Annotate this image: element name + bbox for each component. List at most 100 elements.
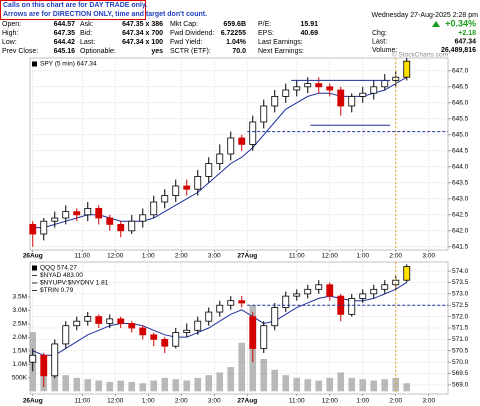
candle-body <box>260 105 268 123</box>
candle-body <box>260 325 268 349</box>
candle-body <box>216 153 224 164</box>
volume-bar <box>95 380 103 392</box>
quote-value: 70.0 <box>232 48 246 55</box>
legend-swatch <box>32 61 37 67</box>
candle-body <box>183 329 191 333</box>
candle-body <box>205 311 213 322</box>
x-tick-label: 3:00 <box>422 398 435 405</box>
quote-label: Mkt Cap: <box>170 21 198 28</box>
x-tick-label: 12:00 <box>322 253 339 260</box>
y-tick-label: 644.0 <box>452 164 469 171</box>
x-tick-label: 1:00 <box>142 253 155 260</box>
quote-label: P/E: <box>258 21 271 28</box>
candle-body <box>348 298 356 315</box>
notice-box <box>0 0 146 20</box>
candle-body <box>139 214 147 222</box>
volume-bar <box>271 369 279 392</box>
quote-label: Optionable: <box>80 48 116 55</box>
y-tick-label: 645.0 <box>452 132 469 139</box>
y2-tick-label: 3.0M <box>13 307 27 314</box>
volume-bar <box>62 375 70 392</box>
candle-body <box>40 354 48 377</box>
legend-label: $NYAD 483.00 <box>40 272 83 279</box>
quote-label: Bid: <box>80 30 92 37</box>
y-tick-label: 574.0 <box>452 268 469 275</box>
candle-body <box>249 316 257 349</box>
candle-body <box>238 137 246 145</box>
quote-value: 644.42 <box>54 39 76 46</box>
y-tick-label: 644.5 <box>452 148 469 155</box>
notice-line: Arrows are for DIRECTION ONLY, time and … <box>3 11 207 18</box>
x-tick-label: 2:00 <box>389 398 402 405</box>
y-tick-label: 572.5 <box>452 302 469 309</box>
x-tick-label: 27Aug <box>237 398 257 405</box>
x-tick-label: 12:00 <box>107 253 124 260</box>
moving-average <box>32 76 408 229</box>
quote-value: 647.35 x 386 <box>122 21 163 28</box>
quote-label: Last Earnings: <box>258 39 303 46</box>
volume-bar <box>139 383 147 392</box>
volume-bar <box>84 379 92 392</box>
quote-value: 40.69 <box>300 30 318 37</box>
x-tick-label: 2:00 <box>389 253 402 260</box>
summary-label: Chg: <box>372 30 387 37</box>
quote-label: Next Earnings: <box>258 48 304 55</box>
candle-body <box>304 288 312 295</box>
x-tick-label: 11:00 <box>74 398 90 405</box>
quote-value: 647.35 <box>54 30 76 37</box>
summary-value: 647.34 <box>455 38 477 45</box>
x-tick-label: 11:00 <box>289 398 305 405</box>
candle-body <box>183 185 191 190</box>
candle-body <box>238 300 246 304</box>
x-tick-label: 26Aug <box>23 253 43 260</box>
x-tick-label: 11:00 <box>289 253 305 260</box>
candle-body <box>293 293 301 297</box>
candle-body <box>216 304 224 313</box>
candle-body <box>95 207 103 219</box>
candle-body <box>370 288 378 295</box>
candle-body <box>348 96 356 107</box>
change-pct: +0.34% <box>445 18 476 28</box>
candle-body <box>128 220 136 232</box>
candle-body <box>304 83 312 88</box>
legend-label: SPY (5 min) 647.34 <box>40 61 97 68</box>
up-arrow <box>432 21 440 27</box>
candle-body <box>117 318 125 324</box>
candle-body <box>359 92 367 97</box>
y-tick-label: 642.0 <box>452 228 469 235</box>
x-tick-label: 2:00 <box>175 398 188 405</box>
candle-body <box>95 316 103 324</box>
volume-bar <box>216 372 224 392</box>
candle-body <box>29 223 37 235</box>
y2-tick-label: 2.5M <box>13 321 27 328</box>
y-tick-label: 571.5 <box>452 325 469 332</box>
volume-bar <box>348 377 356 392</box>
candle-body <box>326 86 334 91</box>
x-tick-label: 3:00 <box>208 398 221 405</box>
y-tick-label: 643.5 <box>452 180 469 187</box>
y-tick-label: 646.5 <box>452 84 469 91</box>
quote-value: 647.34 x 100 <box>122 39 163 46</box>
volume-bar <box>73 377 81 392</box>
quote-label: Fwd Dividend: <box>170 30 214 37</box>
quote-value: yes <box>151 48 163 55</box>
y-tick-label: 569.0 <box>452 382 469 389</box>
candle-body <box>293 86 301 91</box>
candle-body <box>150 334 158 340</box>
candle-body <box>172 332 180 347</box>
x-tick-label: 2:00 <box>175 253 188 260</box>
y-tick-label: 646.0 <box>452 100 469 107</box>
legend-swatch <box>32 265 37 271</box>
candle-body <box>194 320 202 331</box>
legend-label: QQQ 574.27 <box>40 265 77 272</box>
candle-body <box>73 211 81 216</box>
volume-bar <box>370 380 378 392</box>
candle-body <box>194 175 202 190</box>
candle-body <box>73 320 81 327</box>
volume-bar <box>315 380 323 392</box>
volume-bar <box>260 358 268 392</box>
volume-bar <box>161 377 169 392</box>
candle-body <box>84 207 92 216</box>
quote-label: High: <box>2 30 18 37</box>
quote-value: 6.72255 <box>221 30 246 37</box>
